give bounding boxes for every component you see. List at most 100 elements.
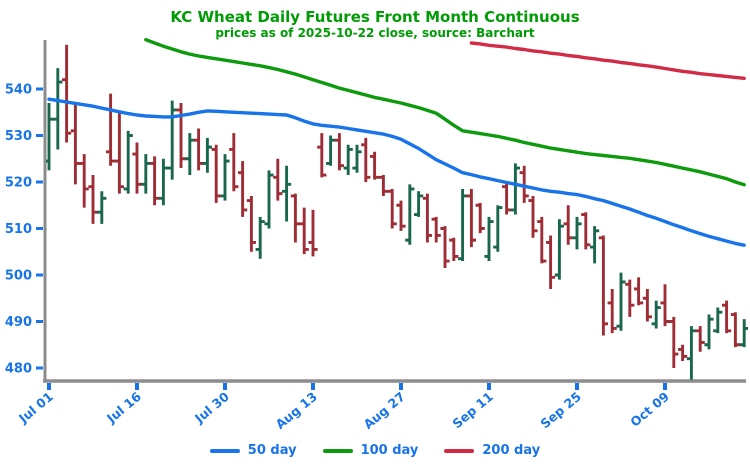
ohlc-bar [528, 195, 538, 238]
y-tick-label: 480 [5, 362, 32, 377]
ohlc-bar [290, 193, 300, 243]
ohlc-bar [466, 188, 476, 248]
ohlc-bar [396, 200, 406, 231]
legend-label-100day: 100 day [360, 443, 419, 458]
ohlc-bar [88, 175, 98, 224]
y-tick-label: 490 [5, 315, 32, 330]
ohlc-bar [431, 216, 441, 243]
ohlc-bar [282, 165, 292, 222]
x-tick-label: Sep 11 [449, 389, 496, 431]
ohlc-bar [79, 154, 89, 208]
ohlc-bar [554, 219, 564, 280]
ohlc-bar [475, 202, 485, 234]
ohlc-bar [642, 288, 652, 322]
ohlc-bar [185, 133, 195, 176]
ohlc-bar [378, 175, 388, 196]
chart-subtitle: prices as of 2025-10-22 close, source: B… [215, 26, 535, 40]
x-tick-label: Sep 25 [537, 389, 584, 431]
ohlc-bar [343, 144, 353, 176]
ohlc-bar [246, 195, 256, 252]
ohlc-bar [97, 191, 107, 224]
ohlc-bar [220, 154, 230, 201]
ohlc-bar [414, 191, 424, 217]
ohlc-bar [440, 226, 450, 269]
x-tick-label: Aug 27 [361, 389, 408, 432]
ohlc-bar [581, 212, 591, 250]
y-tick-label: 540 [5, 83, 32, 98]
legend-label-200day: 200 day [482, 443, 541, 458]
ohlc-bar [106, 93, 116, 166]
ohlc-bar [678, 344, 688, 362]
y-tick-label: 520 [5, 176, 32, 191]
ohlc-bar [590, 226, 600, 264]
ma-50day-line [47, 97, 746, 247]
ohlc-bar [176, 102, 186, 169]
y-tick-label: 500 [5, 269, 32, 284]
ohlc-bar [194, 128, 204, 171]
ohlc-bar [158, 158, 168, 206]
ohlc-bar [546, 235, 556, 289]
ohlc-bar [70, 102, 80, 185]
ohlc-bar [660, 284, 670, 327]
ohlc-bar [493, 205, 503, 252]
ohlc-bar [229, 133, 239, 192]
ohlc-bar [537, 216, 547, 264]
ohlc-bar [616, 272, 626, 331]
ohlc-bar [361, 137, 371, 182]
ohlc-bar [722, 300, 732, 334]
ohlc-bar [53, 68, 63, 150]
ohlc-bar [484, 216, 494, 262]
ohlc-bar [458, 188, 468, 262]
ohlc-bar [132, 142, 142, 194]
legend: 50 day 100 day 200 day [0, 443, 750, 458]
ohlc-bar [625, 279, 635, 317]
ohlc-bar [370, 151, 380, 180]
ohlc-bar [519, 165, 529, 203]
ohlc-bar [634, 277, 644, 306]
ohlc-bars-group [46, 44, 748, 380]
ohlc-bar [150, 156, 160, 206]
ohlc-bar [572, 216, 582, 250]
ohlc-bar [141, 154, 151, 194]
ohlc-bar [211, 144, 221, 203]
ohlc-bar [422, 193, 432, 243]
legend-item-50day: 50 day [209, 443, 297, 458]
ohlc-bar [739, 319, 748, 348]
ohlc-bar [264, 170, 274, 229]
ohlc-bar [334, 133, 344, 171]
ohlc-bar [123, 130, 133, 194]
ohlc-bar [308, 209, 318, 257]
ohlc-bar [704, 314, 714, 350]
ohlc-bar [563, 205, 573, 245]
legend-label-50day: 50 day [247, 443, 297, 458]
ohlc-bar [238, 161, 248, 217]
ohlc-bar [510, 163, 520, 215]
ohlc-bar [114, 112, 124, 194]
ohlc-bar [713, 307, 723, 334]
ohlc-bar [46, 102, 54, 171]
ohlc-bar [326, 135, 336, 166]
x-tick-label: Jul 16 [103, 389, 144, 427]
ohlc-bar [387, 188, 397, 229]
ohlc-bar [167, 100, 177, 180]
ohlc-bar [299, 207, 309, 255]
legend-swatch-200day [444, 448, 475, 453]
ohlc-bar [449, 237, 459, 262]
legend-swatch-50day [209, 448, 240, 453]
y-tick-label: 530 [5, 129, 32, 144]
x-tick-label: Jul 30 [191, 389, 232, 427]
ohlc-bar [62, 44, 72, 143]
ohlc-bar [317, 133, 327, 178]
ohlc-bar [607, 288, 617, 334]
x-tick-label: Jul 01 [15, 389, 56, 427]
legend-swatch-100day [322, 448, 353, 453]
ohlc-bar [502, 182, 512, 215]
ohlc-bar [598, 235, 608, 336]
x-tick-label: Oct 09 [627, 389, 672, 430]
ohlc-bar [405, 184, 415, 245]
ohlc-bar [669, 316, 679, 368]
ohlc-bar [352, 144, 362, 173]
ohlc-bar [730, 312, 740, 348]
